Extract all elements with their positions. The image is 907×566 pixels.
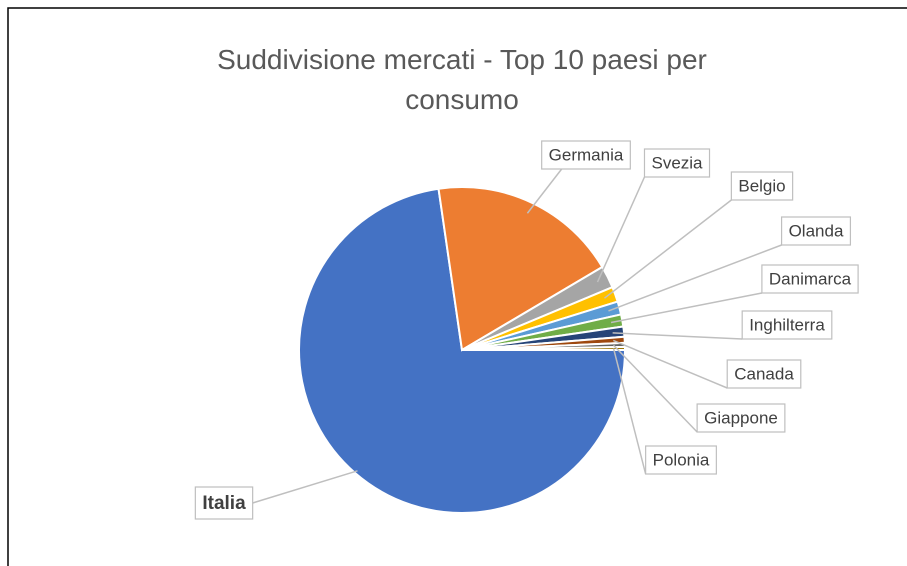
label-box <box>643 148 711 178</box>
label-box <box>741 310 833 340</box>
data-label: Canada <box>734 364 794 383</box>
label-box <box>726 359 802 389</box>
data-label: Polonia <box>653 450 710 469</box>
leader-line <box>610 292 763 324</box>
leader-line <box>612 348 647 475</box>
leader-line <box>612 344 698 433</box>
label-box <box>194 486 254 520</box>
leader-line <box>526 168 563 214</box>
leader-line <box>613 339 728 389</box>
label-box <box>645 445 717 475</box>
leader-line <box>604 199 732 299</box>
data-label: Inghilterra <box>749 315 825 334</box>
label-box <box>730 171 794 201</box>
data-label: Svezia <box>651 153 703 172</box>
data-label: Germania <box>549 145 624 164</box>
leader-line <box>608 244 782 312</box>
leader-line <box>612 332 743 340</box>
leader-line <box>596 176 646 283</box>
slices <box>298 186 627 514</box>
chart-title: Suddivisione mercati - Top 10 paesi per … <box>217 44 707 115</box>
data-label: Italia <box>202 493 246 514</box>
data-label: Danimarca <box>769 269 852 288</box>
labels: Italia Germania Svezia Belgio Olanda Danimarc… <box>194 140 859 520</box>
pie-slice <box>437 186 604 352</box>
leader-line <box>252 470 358 504</box>
data-label: Olanda <box>789 221 844 240</box>
chart-border <box>7 7 907 566</box>
pie-slice <box>461 345 627 351</box>
data-label: Giappone <box>704 408 778 427</box>
label-box <box>780 216 852 246</box>
label-box <box>696 403 786 433</box>
label-box <box>541 140 631 170</box>
label-box <box>761 264 859 294</box>
data-label: Belgio <box>738 176 785 195</box>
